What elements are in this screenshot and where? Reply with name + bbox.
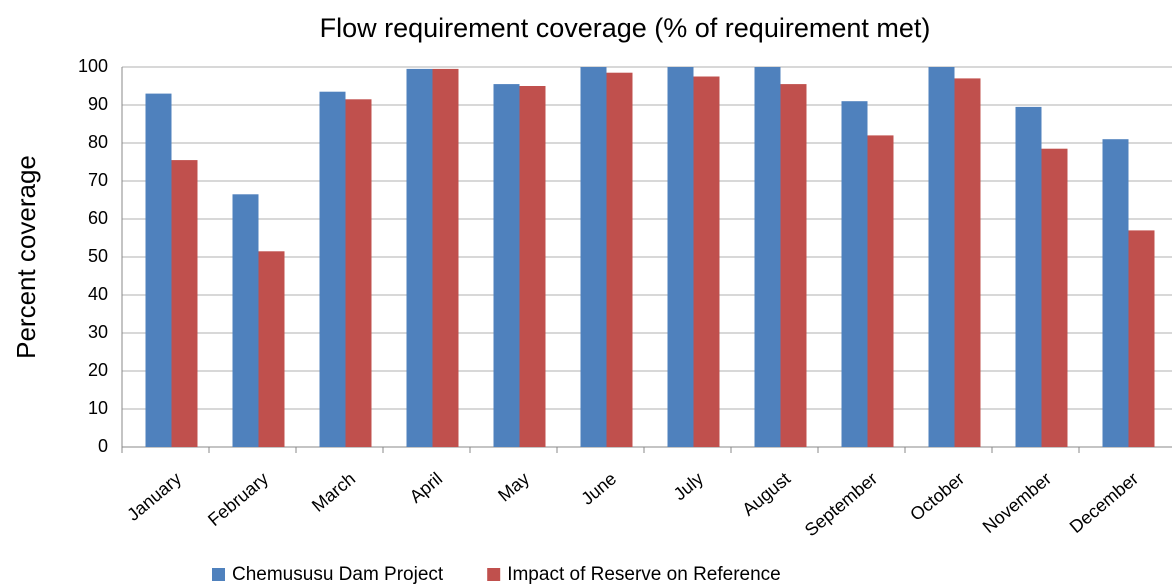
bar: [1041, 148, 1068, 447]
x-tick-label: August: [738, 468, 794, 519]
y-tick-label: 60: [88, 208, 108, 228]
bar: [258, 251, 285, 447]
bar: [493, 84, 520, 447]
bar: [519, 86, 546, 447]
y-tick-label: 20: [88, 360, 108, 380]
x-tick-label: December: [1066, 468, 1142, 537]
bar: [780, 84, 807, 447]
y-tick-label: 10: [88, 398, 108, 418]
bar: [841, 101, 868, 447]
bar: [667, 67, 694, 447]
bar: [928, 67, 955, 447]
bar: [606, 72, 633, 447]
y-tick-label: 30: [88, 322, 108, 342]
bar: [580, 67, 607, 447]
bar: [145, 93, 172, 447]
legend-swatch: [212, 568, 225, 581]
legend-label: Impact of Reserve on Reference: [507, 564, 781, 585]
x-tick-label: March: [308, 468, 359, 515]
bar: [319, 91, 346, 447]
x-tick-label: May: [494, 468, 533, 505]
bar: [1128, 230, 1155, 447]
bar: [954, 78, 981, 448]
x-tick-label: October: [906, 468, 968, 524]
x-tick-label: April: [406, 468, 446, 506]
y-axis-label: Percent coverage: [11, 155, 41, 359]
bar: [1015, 106, 1042, 448]
y-tick-label: 70: [88, 170, 108, 190]
bar: [171, 160, 198, 447]
y-tick-label: 0: [98, 436, 108, 456]
bar: [1102, 139, 1129, 447]
y-tick-label: 90: [88, 94, 108, 114]
x-tick-label: July: [670, 468, 707, 504]
y-tick-label: 40: [88, 284, 108, 304]
x-tick-label: November: [979, 468, 1055, 537]
bar: [867, 135, 894, 447]
legend-label: Chemususu Dam Project: [232, 564, 444, 585]
x-tick-label: January: [123, 468, 185, 524]
x-tick-label: February: [204, 468, 272, 530]
y-tick-label: 100: [78, 56, 108, 76]
bar: [345, 99, 372, 448]
legend-swatch: [487, 568, 501, 581]
bar: [232, 194, 259, 447]
bar: [406, 68, 433, 448]
y-tick-label: 50: [88, 246, 108, 266]
x-tick-label: June: [577, 468, 620, 508]
bar: [432, 68, 459, 448]
bar: [754, 67, 781, 447]
x-tick-label: September: [801, 468, 881, 540]
chart-title: Flow requirement coverage (% of requirem…: [320, 13, 931, 43]
y-tick-label: 80: [88, 132, 108, 152]
bar: [693, 76, 720, 447]
